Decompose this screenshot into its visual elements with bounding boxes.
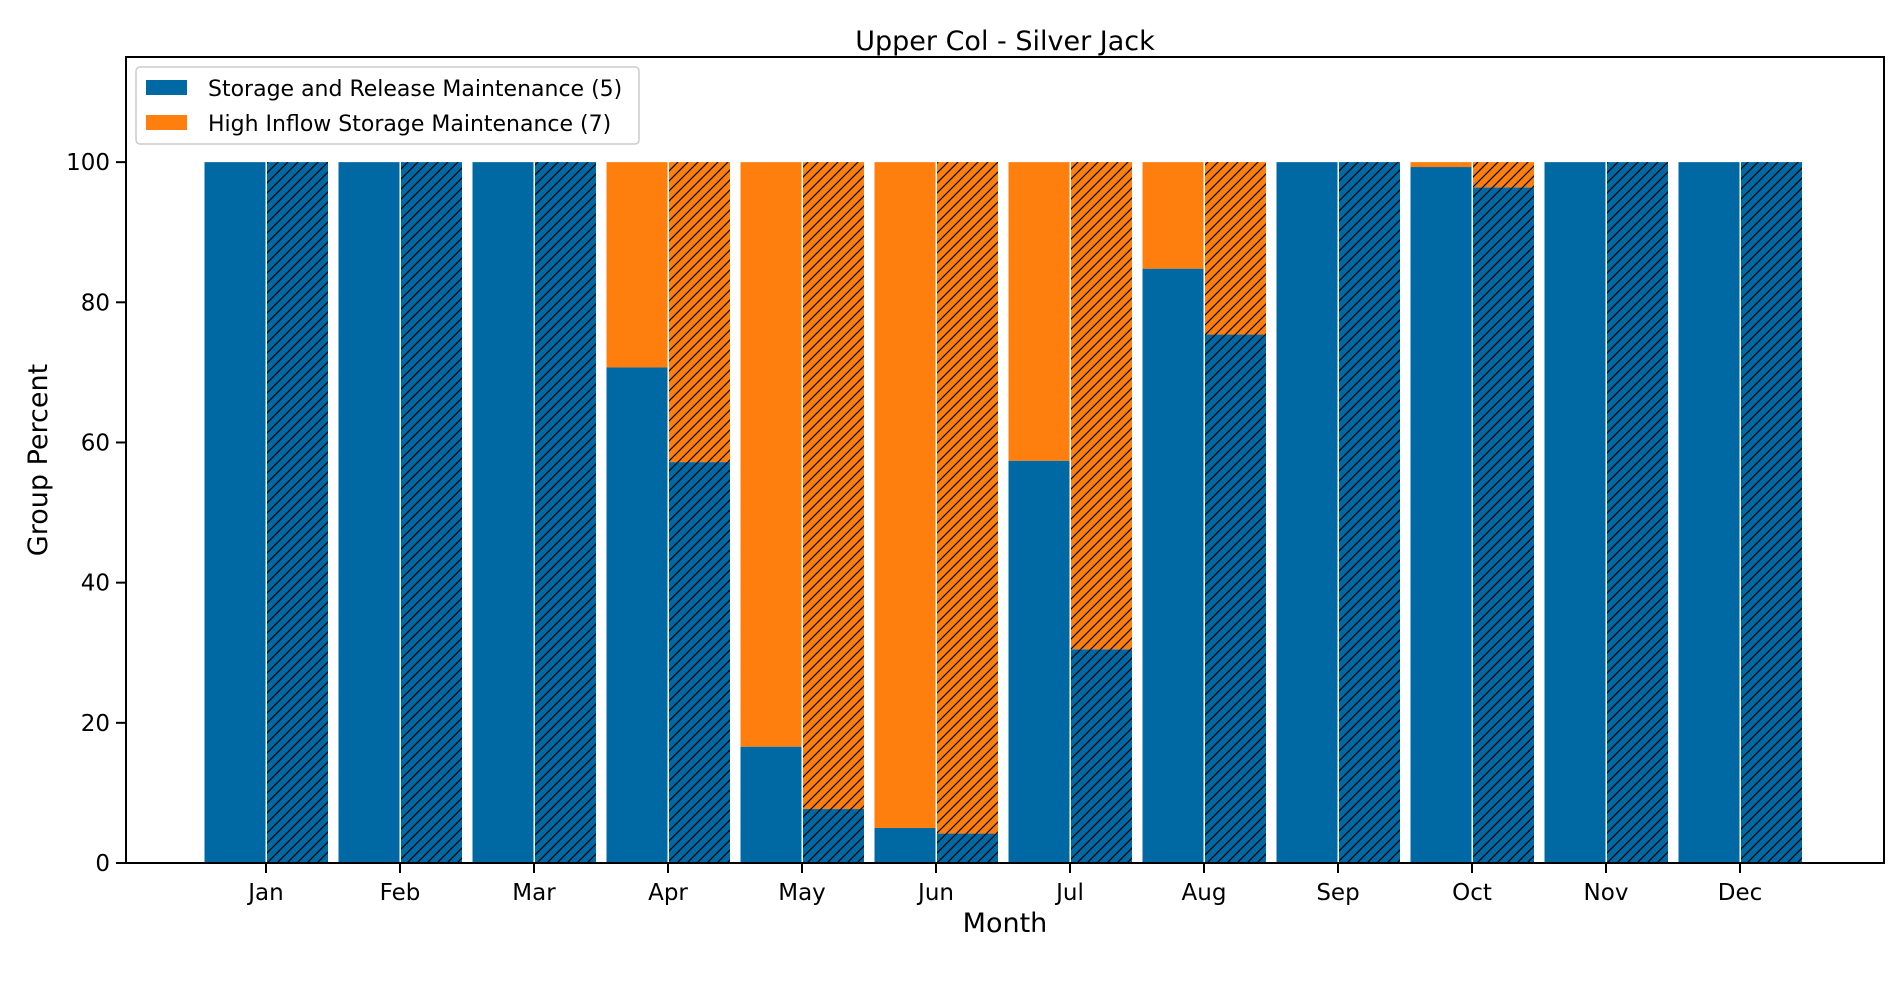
bar-hatch-aug-high-inflow (1205, 162, 1266, 335)
bar-hatch-nov-storage-release (1607, 162, 1668, 863)
bar-apr-plain-high-inflow (606, 162, 668, 368)
x-tick-label-jul: Jul (1054, 880, 1084, 906)
bar-hatch-feb-storage-release (401, 162, 462, 863)
x-axis-title: Month (963, 908, 1048, 939)
bar-aug-plain-high-inflow (1142, 162, 1204, 269)
y-axis: 0 20 40 60 80 100 (66, 150, 126, 877)
bar-hatch-may-storage-release (803, 809, 864, 863)
x-tick-label-jun: Jun (916, 880, 954, 906)
x-tick-label-apr: Apr (648, 880, 688, 906)
bar-hatch-apr-storage-release (669, 462, 730, 863)
bar-jun-plain-high-inflow (874, 162, 936, 828)
legend-box (135, 66, 640, 145)
bar-hatch-dec-storage-release (1741, 162, 1802, 863)
bar-aug-plain-storage-release (1142, 268, 1204, 863)
x-tick-label-aug: Aug (1182, 880, 1227, 906)
bar-oct-plain-storage-release (1410, 167, 1472, 864)
bar-hatch-jun-high-inflow (937, 162, 998, 834)
bar-jul-plain-high-inflow (1008, 162, 1070, 461)
x-tick-label-nov: Nov (1584, 880, 1629, 906)
bar-hatch-aug-storage-release (1205, 334, 1266, 864)
bar-hatch-apr-high-inflow (669, 162, 730, 463)
legend: Storage and Release Maintenance (5) High… (135, 66, 640, 145)
x-tick-label-mar: Mar (512, 880, 556, 906)
bar-may-plain-high-inflow (740, 162, 802, 747)
bar-hatch-oct-storage-release (1473, 187, 1534, 863)
bar-dec-plain-storage-release (1678, 162, 1740, 863)
y-tick-label-80: 80 (81, 290, 110, 316)
x-tick-label-may: May (778, 880, 826, 906)
bar-hatch-may-high-inflow (803, 162, 864, 810)
bar-jul-plain-storage-release (1008, 460, 1070, 863)
x-tick-label-oct: Oct (1452, 880, 1492, 906)
plot-frame (125, 56, 1885, 864)
bar-feb-plain-storage-release (338, 162, 400, 863)
bar-hatch-jun-storage-release (937, 833, 998, 863)
y-tick-label-40: 40 (81, 571, 110, 597)
x-tick-label-feb: Feb (380, 880, 421, 906)
bar-may-plain-storage-release (740, 746, 802, 863)
y-tick-label-100: 100 (66, 150, 110, 176)
bar-oct-plain-high-inflow (1410, 162, 1472, 168)
bar-hatch-jul-high-inflow (1071, 162, 1132, 650)
legend-swatch-storage-release (146, 80, 187, 95)
bar-hatch-jan-storage-release (267, 162, 328, 863)
bar-nov-plain-storage-release (1544, 162, 1606, 863)
x-tick-label-dec: Dec (1718, 880, 1763, 906)
bar-hatch-sep-storage-release (1339, 162, 1400, 863)
bar-sep-plain-storage-release (1276, 162, 1338, 863)
y-tick-label-0: 0 (95, 851, 110, 877)
legend-swatch-high-inflow (146, 115, 187, 130)
y-axis-title: Group Percent (23, 364, 54, 556)
chart-title: Upper Col - Silver Jack (855, 26, 1155, 57)
x-axis: Jan Feb Mar Apr May Jun Jul Aug Sep Oct Nov Dec (246, 863, 1762, 906)
bar-jan-plain-storage-release (204, 162, 266, 863)
y-tick-label-60: 60 (81, 430, 110, 456)
bar-mar-plain-storage-release (472, 162, 534, 863)
bars-layer (204, 162, 1802, 864)
legend-label-high-inflow: High Inflow Storage Maintenance (7) (208, 112, 611, 137)
legend-label-storage-release: Storage and Release Maintenance (5) (208, 77, 622, 102)
bar-hatch-mar-storage-release (535, 162, 596, 863)
bar-hatch-oct-high-inflow (1473, 162, 1534, 188)
x-tick-label-jan: Jan (246, 880, 283, 906)
x-tick-label-sep: Sep (1316, 880, 1359, 906)
y-tick-label-20: 20 (81, 711, 110, 737)
bar-jun-plain-storage-release (874, 827, 936, 863)
bar-apr-plain-storage-release (606, 367, 668, 863)
bar-hatch-jul-storage-release (1071, 649, 1132, 863)
